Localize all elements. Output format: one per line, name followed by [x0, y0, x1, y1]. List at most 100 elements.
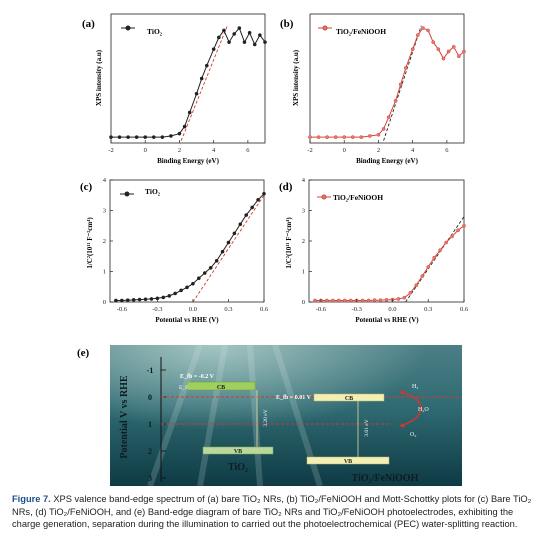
data-point: [462, 223, 466, 228]
x-tick-label: 4: [212, 147, 216, 154]
vb-label: VB: [234, 449, 242, 455]
y-tick-label: 3: [103, 208, 106, 215]
y-tick-label: 3: [148, 474, 152, 483]
data-point: [125, 298, 130, 303]
efb-fenioo-label: E_fb = 0.01 V: [276, 395, 312, 401]
x-tick-label: 0.0: [189, 306, 197, 313]
data-point: [402, 295, 407, 300]
x-axis-label: Binding Energy (eV): [157, 157, 220, 165]
x-tick-label: 6: [246, 147, 250, 154]
data-point: [421, 26, 425, 30]
data-point: [160, 135, 165, 139]
data-point: [149, 297, 154, 301]
y-tick-label: 4: [103, 177, 107, 184]
series-line: [111, 27, 266, 138]
tio2-vb: [202, 446, 274, 455]
data-point: [446, 49, 451, 54]
data-point: [457, 54, 461, 59]
x-tick-label: -0.6: [117, 306, 128, 313]
data-point: [462, 49, 466, 54]
data-point: [451, 44, 456, 49]
data-point: [169, 134, 173, 138]
data-point: [456, 228, 460, 233]
h2-label: H₂: [412, 384, 418, 390]
data-point: [444, 240, 448, 245]
series-line: [115, 193, 265, 301]
data-point: [177, 131, 182, 136]
data-point: [185, 285, 189, 290]
tio2-cb: [186, 381, 256, 391]
data-point: [308, 135, 312, 139]
data-point: [378, 298, 383, 303]
data-point: [182, 124, 187, 129]
data-point: [426, 28, 430, 33]
fenioo-gap-label: 3.01 eV: [364, 419, 370, 436]
x-tick-label: -0.3: [152, 306, 162, 313]
tangent-line: [180, 25, 228, 141]
data-point: [325, 135, 329, 139]
panel-a: (a) TiO₂ -2 0 2 4 6 Binding Energy (eV) XPS …: [82, 13, 267, 165]
panel-label: (e): [77, 347, 90, 359]
x-tick-label: 0.6: [260, 306, 269, 313]
data-point: [398, 82, 403, 87]
legend-label: TiO₂: [145, 187, 161, 196]
data-point: [208, 265, 213, 270]
x-tick-label: 4: [411, 147, 415, 154]
x-tick-label: 0: [343, 147, 346, 154]
data-point: [222, 28, 226, 33]
vb-label: VB: [344, 459, 352, 465]
data-point: [386, 115, 391, 120]
caption-label: Figure 7.: [12, 494, 51, 504]
arrow-head-icon: [400, 423, 405, 428]
data-point: [368, 134, 372, 138]
arrow-head-icon: [400, 390, 405, 395]
y-tick-label: 2: [148, 447, 152, 456]
figure: (a) TiO₂ -2 0 2 4 6 Binding Energy (eV) XPS …: [77, 13, 469, 488]
data-point: [227, 40, 231, 44]
data-point: [336, 298, 341, 303]
data-point: [420, 274, 425, 278]
data-point: [232, 231, 237, 236]
data-point: [117, 135, 122, 139]
legend-marker: [125, 25, 131, 31]
data-point: [438, 248, 443, 252]
data-point: [134, 135, 139, 139]
data-point: [250, 205, 255, 210]
series-line: [310, 27, 465, 138]
data-point: [252, 42, 257, 47]
data-point: [220, 249, 225, 254]
x-tick-label: -0.3: [352, 306, 362, 313]
data-point: [366, 298, 371, 303]
y-axis-label: 1/C²(10¹¹ F⁻²cm⁴): [86, 217, 94, 269]
data-point: [126, 135, 130, 139]
cb-label: CB: [217, 385, 225, 391]
x-tick-label: 0.0: [388, 306, 396, 313]
y-axis-label: 1/C²(10¹¹ F⁻²cm⁴): [285, 217, 293, 269]
data-point: [342, 135, 347, 139]
panel-label: (b): [280, 18, 294, 30]
x-tick-label: -2: [307, 147, 312, 154]
series-line: [315, 225, 465, 301]
data-point: [256, 197, 260, 202]
legend-marker: [322, 25, 328, 31]
data-point: [238, 222, 243, 227]
legend-label: TiO₂: [147, 27, 163, 36]
x-tick-label: 0.6: [460, 306, 469, 313]
panel-b: (b) TiO₂/FeNiOOH -2 0 2 4 6 Binding Energy (…: [280, 13, 466, 165]
data-point: [114, 298, 118, 303]
y-tick-label: 4: [302, 177, 306, 184]
y-tick-label: 1: [148, 420, 152, 429]
data-point: [431, 40, 436, 44]
data-point: [226, 240, 231, 245]
data-point: [359, 135, 364, 139]
data-point: [410, 47, 415, 52]
data-point: [396, 297, 401, 301]
plot-frame: [309, 13, 465, 144]
data-point: [202, 271, 207, 275]
data-point: [360, 298, 365, 303]
fenioo-name: TiO₂/FeNiOOH: [352, 473, 419, 484]
legend-label: TiO₂/FeNiOOH: [333, 193, 383, 202]
y-tick-label: 3: [302, 208, 305, 215]
caption-text: XPS valence band-edge spectrum of (a) ba…: [12, 494, 532, 529]
data-point: [263, 40, 267, 44]
